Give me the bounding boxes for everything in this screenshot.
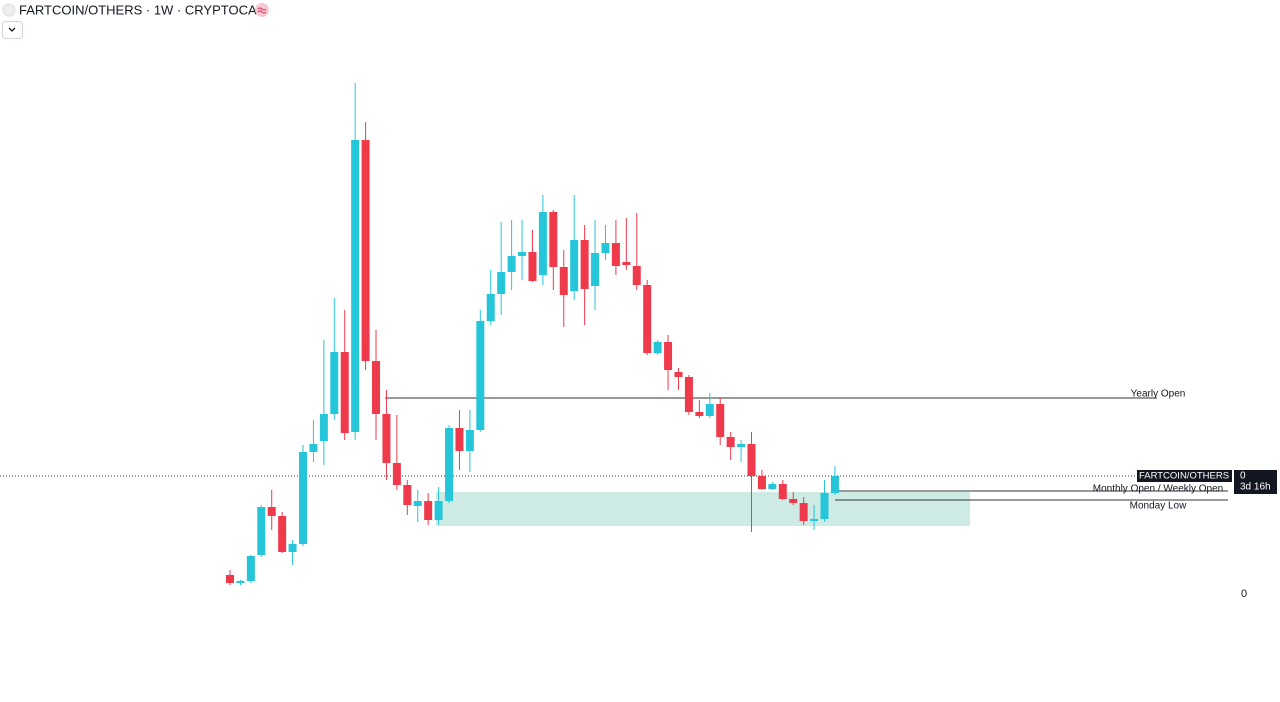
collapse-icon [8,27,16,32]
candle-body [319,414,328,441]
candle-body [299,452,308,544]
price-tag-symbol: FARTCOIN/OTHERS [1139,471,1229,482]
candle-body [528,252,537,281]
price-tag-symbol-box [1137,470,1232,482]
candle-body [236,581,245,583]
candle-body [549,212,558,267]
candle-body [309,444,318,452]
candle-body [747,444,756,476]
candle-body [737,444,746,447]
candle-body [674,372,683,377]
candle-body [340,352,349,433]
candle-body [653,342,662,353]
candle-body [643,285,652,353]
candle-body [507,256,516,272]
candle-body [445,428,454,501]
candle-body [382,414,391,463]
candle-body [267,507,276,516]
candle-body [278,516,287,552]
symbol-icon [2,3,16,17]
candle-body [789,499,798,503]
candle-body [611,243,620,266]
candle-body [716,404,725,437]
candle-body [830,476,839,493]
source-icon [255,3,269,17]
candle-body [820,493,829,519]
candle-body [257,507,266,555]
candle-body [465,430,474,451]
candle-body [570,240,579,291]
candle-body [726,437,735,447]
candle-body [778,484,787,499]
chart-title: FARTCOIN/OTHERS · 1W · CRYPTOCAP [19,2,265,17]
candle-body [695,412,704,416]
candle-body [361,140,370,361]
source-icon-glyph [257,7,267,14]
candle-body [799,503,808,521]
price-tag-box [1234,470,1277,494]
plot-area: 0 Yearly Open Monthly Open / Weekly Open Mo… [0,83,1277,600]
level-label: Monthly Open / Weekly Open [1093,484,1223,495]
level-label: Monday Low [1130,501,1187,512]
demand-zone [436,492,970,526]
price-tag-countdown: 3d 16h [1240,482,1271,493]
candle-body [434,501,443,520]
candle-body [768,484,777,489]
candle-body [559,267,568,295]
candle-body [632,266,641,285]
candle-body [246,556,255,581]
y-tick-label: 0 [1241,588,1247,600]
candle-body [664,342,673,370]
candle-body [403,485,412,505]
candle-body [226,575,234,583]
candle-body [486,294,495,321]
candle-body [476,321,485,430]
candle-body [330,352,339,414]
candle-body [591,253,600,286]
candle-body [518,252,527,256]
candle-body [538,212,547,275]
candle-body [497,272,506,294]
candle-body [413,501,422,506]
candle-body [424,501,433,520]
candle-body [810,519,819,521]
candle-body [351,140,360,432]
candle-body [705,404,714,416]
candle-body [757,476,766,489]
level-label: Yearly Open [1131,389,1186,400]
price-tag-price: 0 [1240,471,1246,482]
candle-body [684,377,693,412]
candle-body [622,262,631,265]
candle-body [288,544,297,552]
candle-body [372,361,381,414]
candle-body [455,428,464,451]
candle-body [392,463,401,485]
candle-body [601,243,610,253]
candle-body [580,240,589,289]
